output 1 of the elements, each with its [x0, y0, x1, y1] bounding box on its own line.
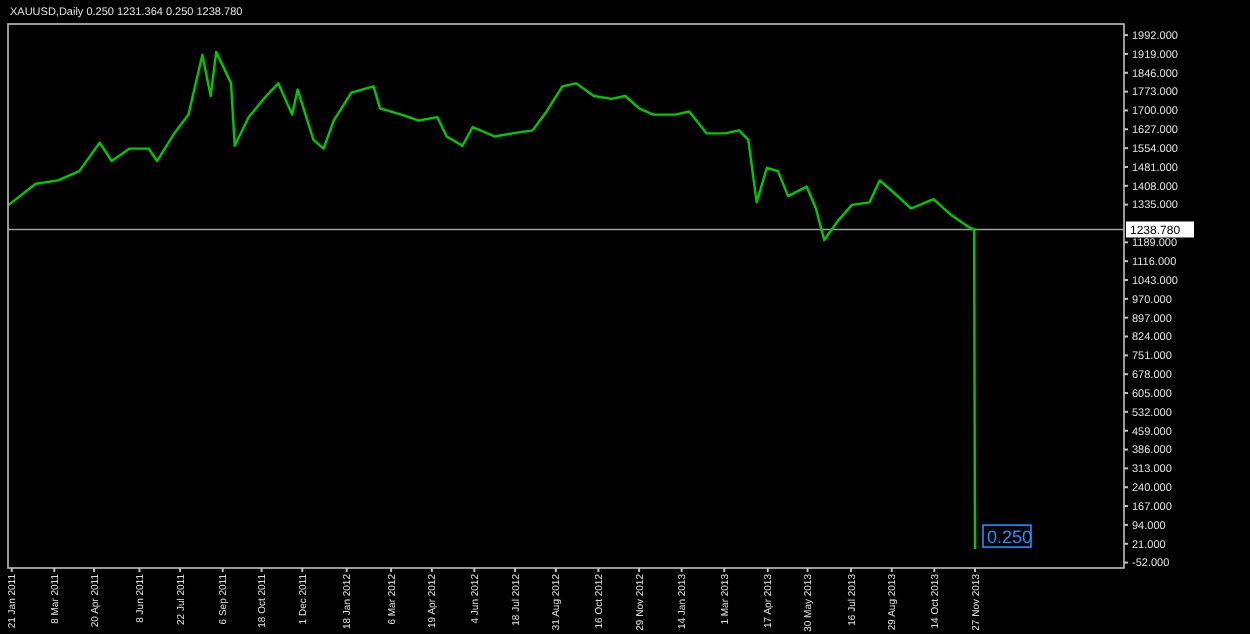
line-series [6, 50, 977, 551]
